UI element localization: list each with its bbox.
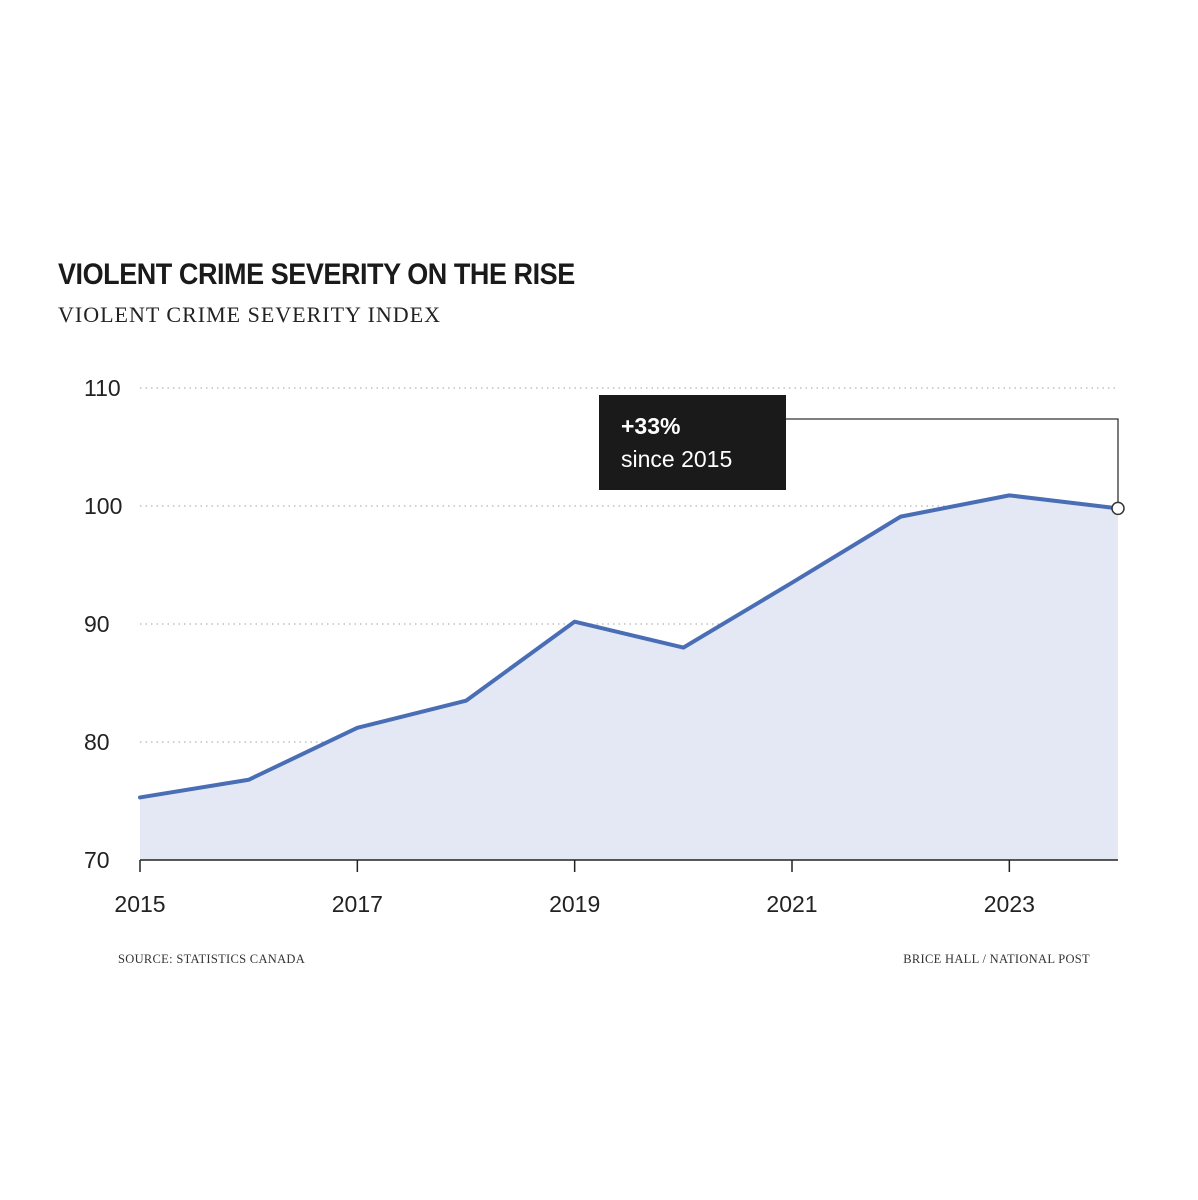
y-tick-label: 100 — [84, 493, 122, 519]
area-series — [138, 493, 1120, 860]
chart-title: VIOLENT CRIME SEVERITY ON THE RISE — [58, 258, 575, 291]
series-line — [138, 493, 1120, 800]
x-tick-label: 2021 — [766, 891, 817, 917]
source-note: SOURCE: STATISTICS CANADA — [118, 952, 306, 966]
y-tick-label: 70 — [84, 847, 110, 873]
y-tick-label: 90 — [84, 611, 110, 637]
x-tick-label: 2017 — [332, 891, 383, 917]
callout-annotation: +33% since 2015 — [599, 395, 1125, 516]
x-tick-label: 2023 — [984, 891, 1035, 917]
area-fill — [140, 495, 1118, 860]
callout-box — [599, 395, 786, 490]
y-tick-label: 110 — [84, 375, 121, 401]
credit-note: BRICE HALL / NATIONAL POST — [903, 952, 1090, 966]
callout-marker — [1111, 501, 1125, 516]
callout-caption: since 2015 — [621, 446, 732, 472]
axes: 70 80 90 100 110 2015 2017 2019 2021 2023 — [84, 375, 1118, 917]
chart-subtitle: VIOLENT CRIME SEVERITY INDEX — [58, 302, 442, 327]
y-tick-label: 80 — [84, 729, 110, 755]
x-tick-label: 2019 — [549, 891, 600, 917]
callout-value: +33% — [621, 413, 680, 439]
callout-leader-line — [785, 418, 1119, 503]
x-tick-label: 2015 — [114, 891, 165, 917]
